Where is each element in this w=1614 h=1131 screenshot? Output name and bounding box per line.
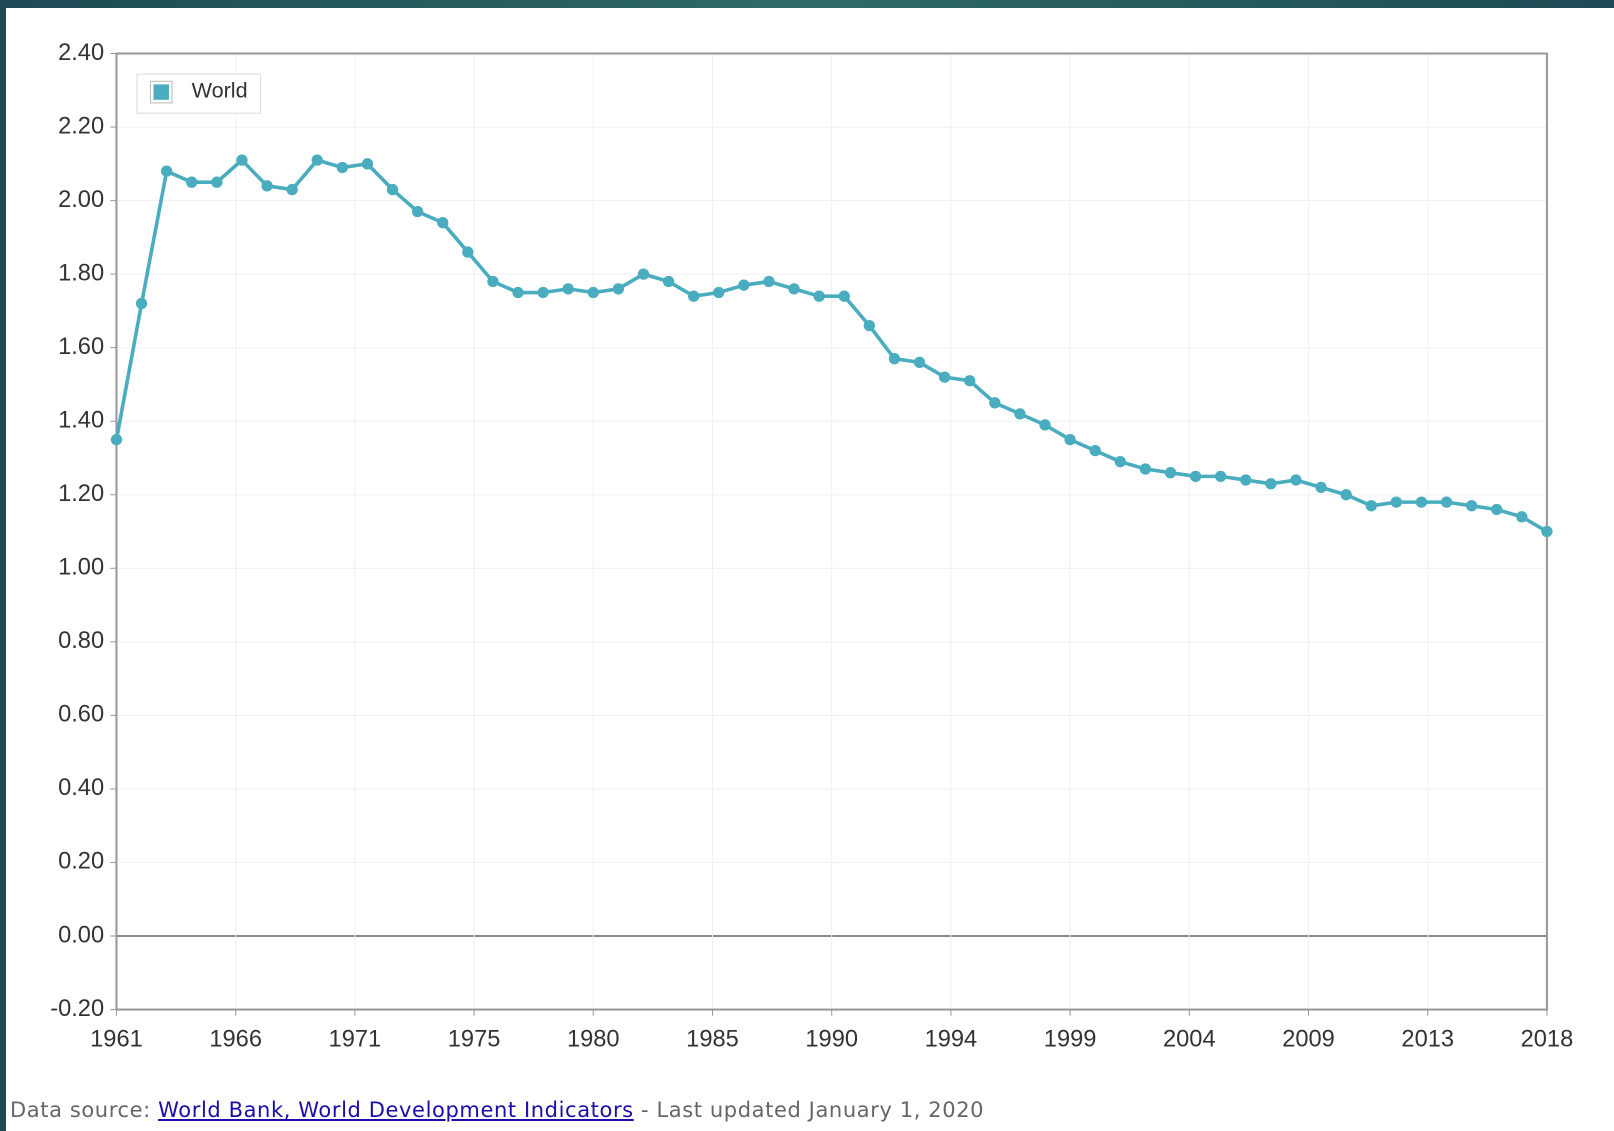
data-point <box>662 275 675 288</box>
x-tick-label: 1990 <box>805 1027 858 1053</box>
data-point <box>1340 489 1352 501</box>
x-tick-label: 2009 <box>1282 1027 1335 1053</box>
data-point <box>311 154 323 166</box>
data-point <box>261 180 273 192</box>
y-tick-label: 2.20 <box>58 113 104 139</box>
y-tick-label: 2.40 <box>58 40 104 66</box>
y-tick-label: 0.60 <box>58 702 104 728</box>
footer-suffix: - Last updated January 1, 2020 <box>641 1098 985 1122</box>
legend: World <box>136 73 262 114</box>
x-tick-label: 1994 <box>925 1027 978 1053</box>
data-point <box>1014 408 1026 420</box>
data-point <box>1240 474 1252 486</box>
data-point <box>1164 467 1177 479</box>
y-tick-label: 1.80 <box>58 260 104 286</box>
x-tick-label: 2013 <box>1401 1027 1454 1053</box>
data-point <box>110 433 123 446</box>
data-point <box>1365 500 1377 512</box>
panel: -0.20 0.00 0.20 0.40 0.60 0.80 1.00 1.20 1.40 1.6… <box>6 8 1614 1131</box>
y-tick-label: 0.40 <box>58 775 104 801</box>
x-tick-label: 1971 <box>329 1027 382 1053</box>
data-point <box>913 356 926 369</box>
data-point <box>1139 463 1152 475</box>
y-tick-label: 1.00 <box>58 555 104 581</box>
data-point <box>888 353 901 365</box>
x-tick-label: 1975 <box>448 1027 501 1053</box>
data-point <box>813 290 825 302</box>
data-point <box>211 176 223 188</box>
data-point <box>160 165 173 177</box>
data-point <box>612 283 625 295</box>
data-point <box>788 283 800 295</box>
y-tick-label: 0.80 <box>58 628 104 654</box>
data-point <box>989 397 1001 409</box>
y-tick-label: 0.00 <box>58 922 104 948</box>
data-point <box>462 246 474 258</box>
x-tick-label: 1985 <box>686 1027 739 1053</box>
x-tick-label: 2004 <box>1163 1027 1216 1053</box>
footer-prefix: Data source: <box>10 1098 151 1122</box>
x-tick-label: 2018 <box>1521 1027 1574 1053</box>
data-point <box>386 183 399 196</box>
y-tick-label: 1.20 <box>58 481 104 507</box>
footer: Data source: World Bank, World Developme… <box>10 1098 984 1122</box>
data-point <box>1465 500 1478 512</box>
data-point <box>1189 470 1202 483</box>
data-point <box>1516 511 1528 523</box>
x-tick-label: 1999 <box>1044 1027 1097 1053</box>
x-tick-label: 1966 <box>209 1027 262 1053</box>
y-tick-label: -0.20 <box>50 996 104 1022</box>
data-point <box>236 154 248 166</box>
data-point <box>713 286 725 299</box>
data-point <box>1290 474 1302 486</box>
line-series <box>114 158 1548 534</box>
data-point <box>738 279 750 291</box>
y-tick-label: 0.20 <box>58 849 104 875</box>
data-point <box>1039 419 1051 431</box>
data-point <box>562 283 574 295</box>
data-point <box>863 319 876 332</box>
data-point <box>637 268 650 280</box>
source-link[interactable]: World Bank, World Development Indicators <box>158 1098 634 1122</box>
legend-swatch <box>153 84 169 100</box>
data-point <box>537 286 549 299</box>
data-point <box>1415 496 1428 508</box>
data-point <box>135 297 148 310</box>
data-point <box>286 183 298 196</box>
data-point <box>587 286 599 299</box>
data-point <box>1064 433 1076 446</box>
data-point <box>1114 456 1126 468</box>
data-point <box>688 290 700 302</box>
y-tick-label: 2.00 <box>58 187 104 213</box>
data-point <box>1315 481 1327 494</box>
chart: -0.20 0.00 0.20 0.40 0.60 0.80 1.00 1.20 1.40 1.6… <box>50 40 1574 1053</box>
data-point <box>487 275 499 288</box>
data-point <box>1390 496 1403 508</box>
data-point <box>361 158 374 170</box>
data-point <box>512 286 524 299</box>
data-point <box>1215 470 1227 483</box>
data-point <box>763 275 775 288</box>
x-tick-label: 1961 <box>90 1027 143 1053</box>
data-point <box>1491 503 1503 516</box>
data-point <box>938 371 951 383</box>
data-point <box>964 375 976 387</box>
data-point <box>411 205 424 218</box>
data-point <box>1440 496 1453 508</box>
data-point <box>1265 478 1277 490</box>
data-point <box>336 161 348 174</box>
y-tick-label: 1.40 <box>58 407 104 433</box>
data-point <box>186 176 198 188</box>
data-point <box>1541 525 1553 538</box>
data-point <box>1089 444 1101 457</box>
x-tick-label: 1980 <box>567 1027 620 1053</box>
data-point <box>437 217 449 229</box>
data-point <box>838 290 850 302</box>
y-tick-label: 1.60 <box>58 334 104 360</box>
legend-label: World <box>192 77 248 102</box>
